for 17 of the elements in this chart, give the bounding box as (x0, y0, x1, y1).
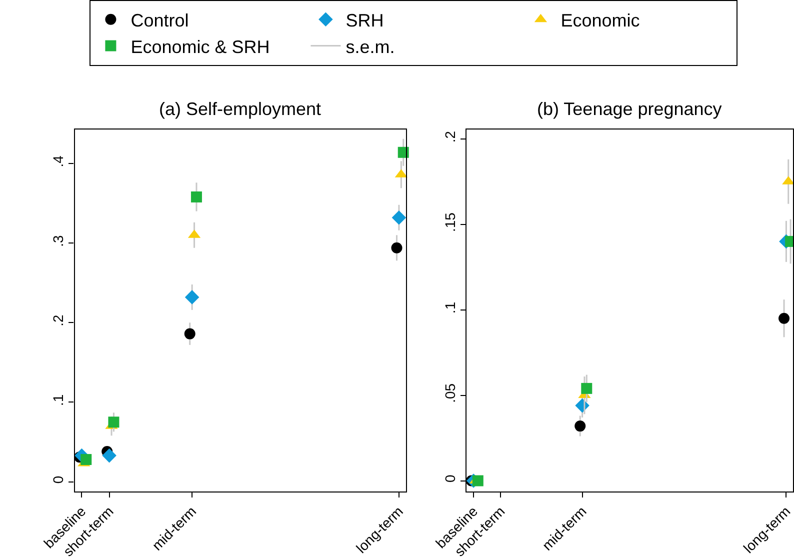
y-tick-label: .3 (50, 234, 66, 247)
legend-label: Economic (560, 10, 640, 30)
legend-label: SRH (346, 10, 384, 30)
legend-label: Economic & SRH (130, 36, 270, 57)
y-tick-label: .1 (442, 302, 458, 314)
y-tick-label: .05 (442, 383, 458, 403)
legend-label: s.e.m. (346, 36, 395, 57)
chart-title: (b) Teenage pregnancy (537, 99, 722, 119)
y-tick-label: .4 (50, 155, 66, 168)
y-tick-label: 0 (50, 476, 66, 484)
chart-title: (a) Self-employment (159, 99, 322, 119)
y-tick-label: .2 (50, 314, 66, 326)
y-tick-label: .2 (442, 130, 458, 143)
y-tick-label: .15 (442, 212, 458, 232)
y-tick-label: 0 (442, 474, 458, 483)
y-tick-label: .1 (50, 394, 66, 406)
legend-label: Control (130, 10, 189, 30)
